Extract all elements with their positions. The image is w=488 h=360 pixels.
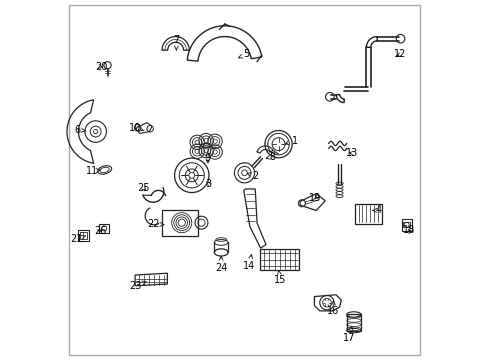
Text: 7: 7 xyxy=(173,35,179,50)
Text: 14: 14 xyxy=(243,255,255,271)
Text: 8: 8 xyxy=(265,152,275,162)
Text: 2: 2 xyxy=(247,171,258,181)
Text: 26: 26 xyxy=(94,226,106,236)
Text: 1: 1 xyxy=(285,136,297,145)
Text: 15: 15 xyxy=(274,271,286,285)
Text: 4: 4 xyxy=(372,206,381,216)
Text: 10: 10 xyxy=(129,123,144,133)
Text: 5: 5 xyxy=(238,49,249,59)
Text: 9: 9 xyxy=(204,153,210,163)
Text: 25: 25 xyxy=(137,183,149,193)
Text: 12: 12 xyxy=(393,49,406,59)
Text: 13: 13 xyxy=(345,148,358,158)
Text: 24: 24 xyxy=(215,256,227,273)
Text: 17: 17 xyxy=(342,326,355,343)
Text: 6: 6 xyxy=(75,125,85,135)
Text: 22: 22 xyxy=(146,219,163,229)
Text: 3: 3 xyxy=(205,179,211,189)
Text: 16: 16 xyxy=(326,301,339,316)
Text: 19: 19 xyxy=(309,193,321,203)
Text: 18: 18 xyxy=(403,225,415,235)
Text: 23: 23 xyxy=(129,281,146,291)
Text: 20: 20 xyxy=(95,62,107,72)
Text: 21: 21 xyxy=(70,234,85,244)
Text: 11: 11 xyxy=(86,166,101,176)
